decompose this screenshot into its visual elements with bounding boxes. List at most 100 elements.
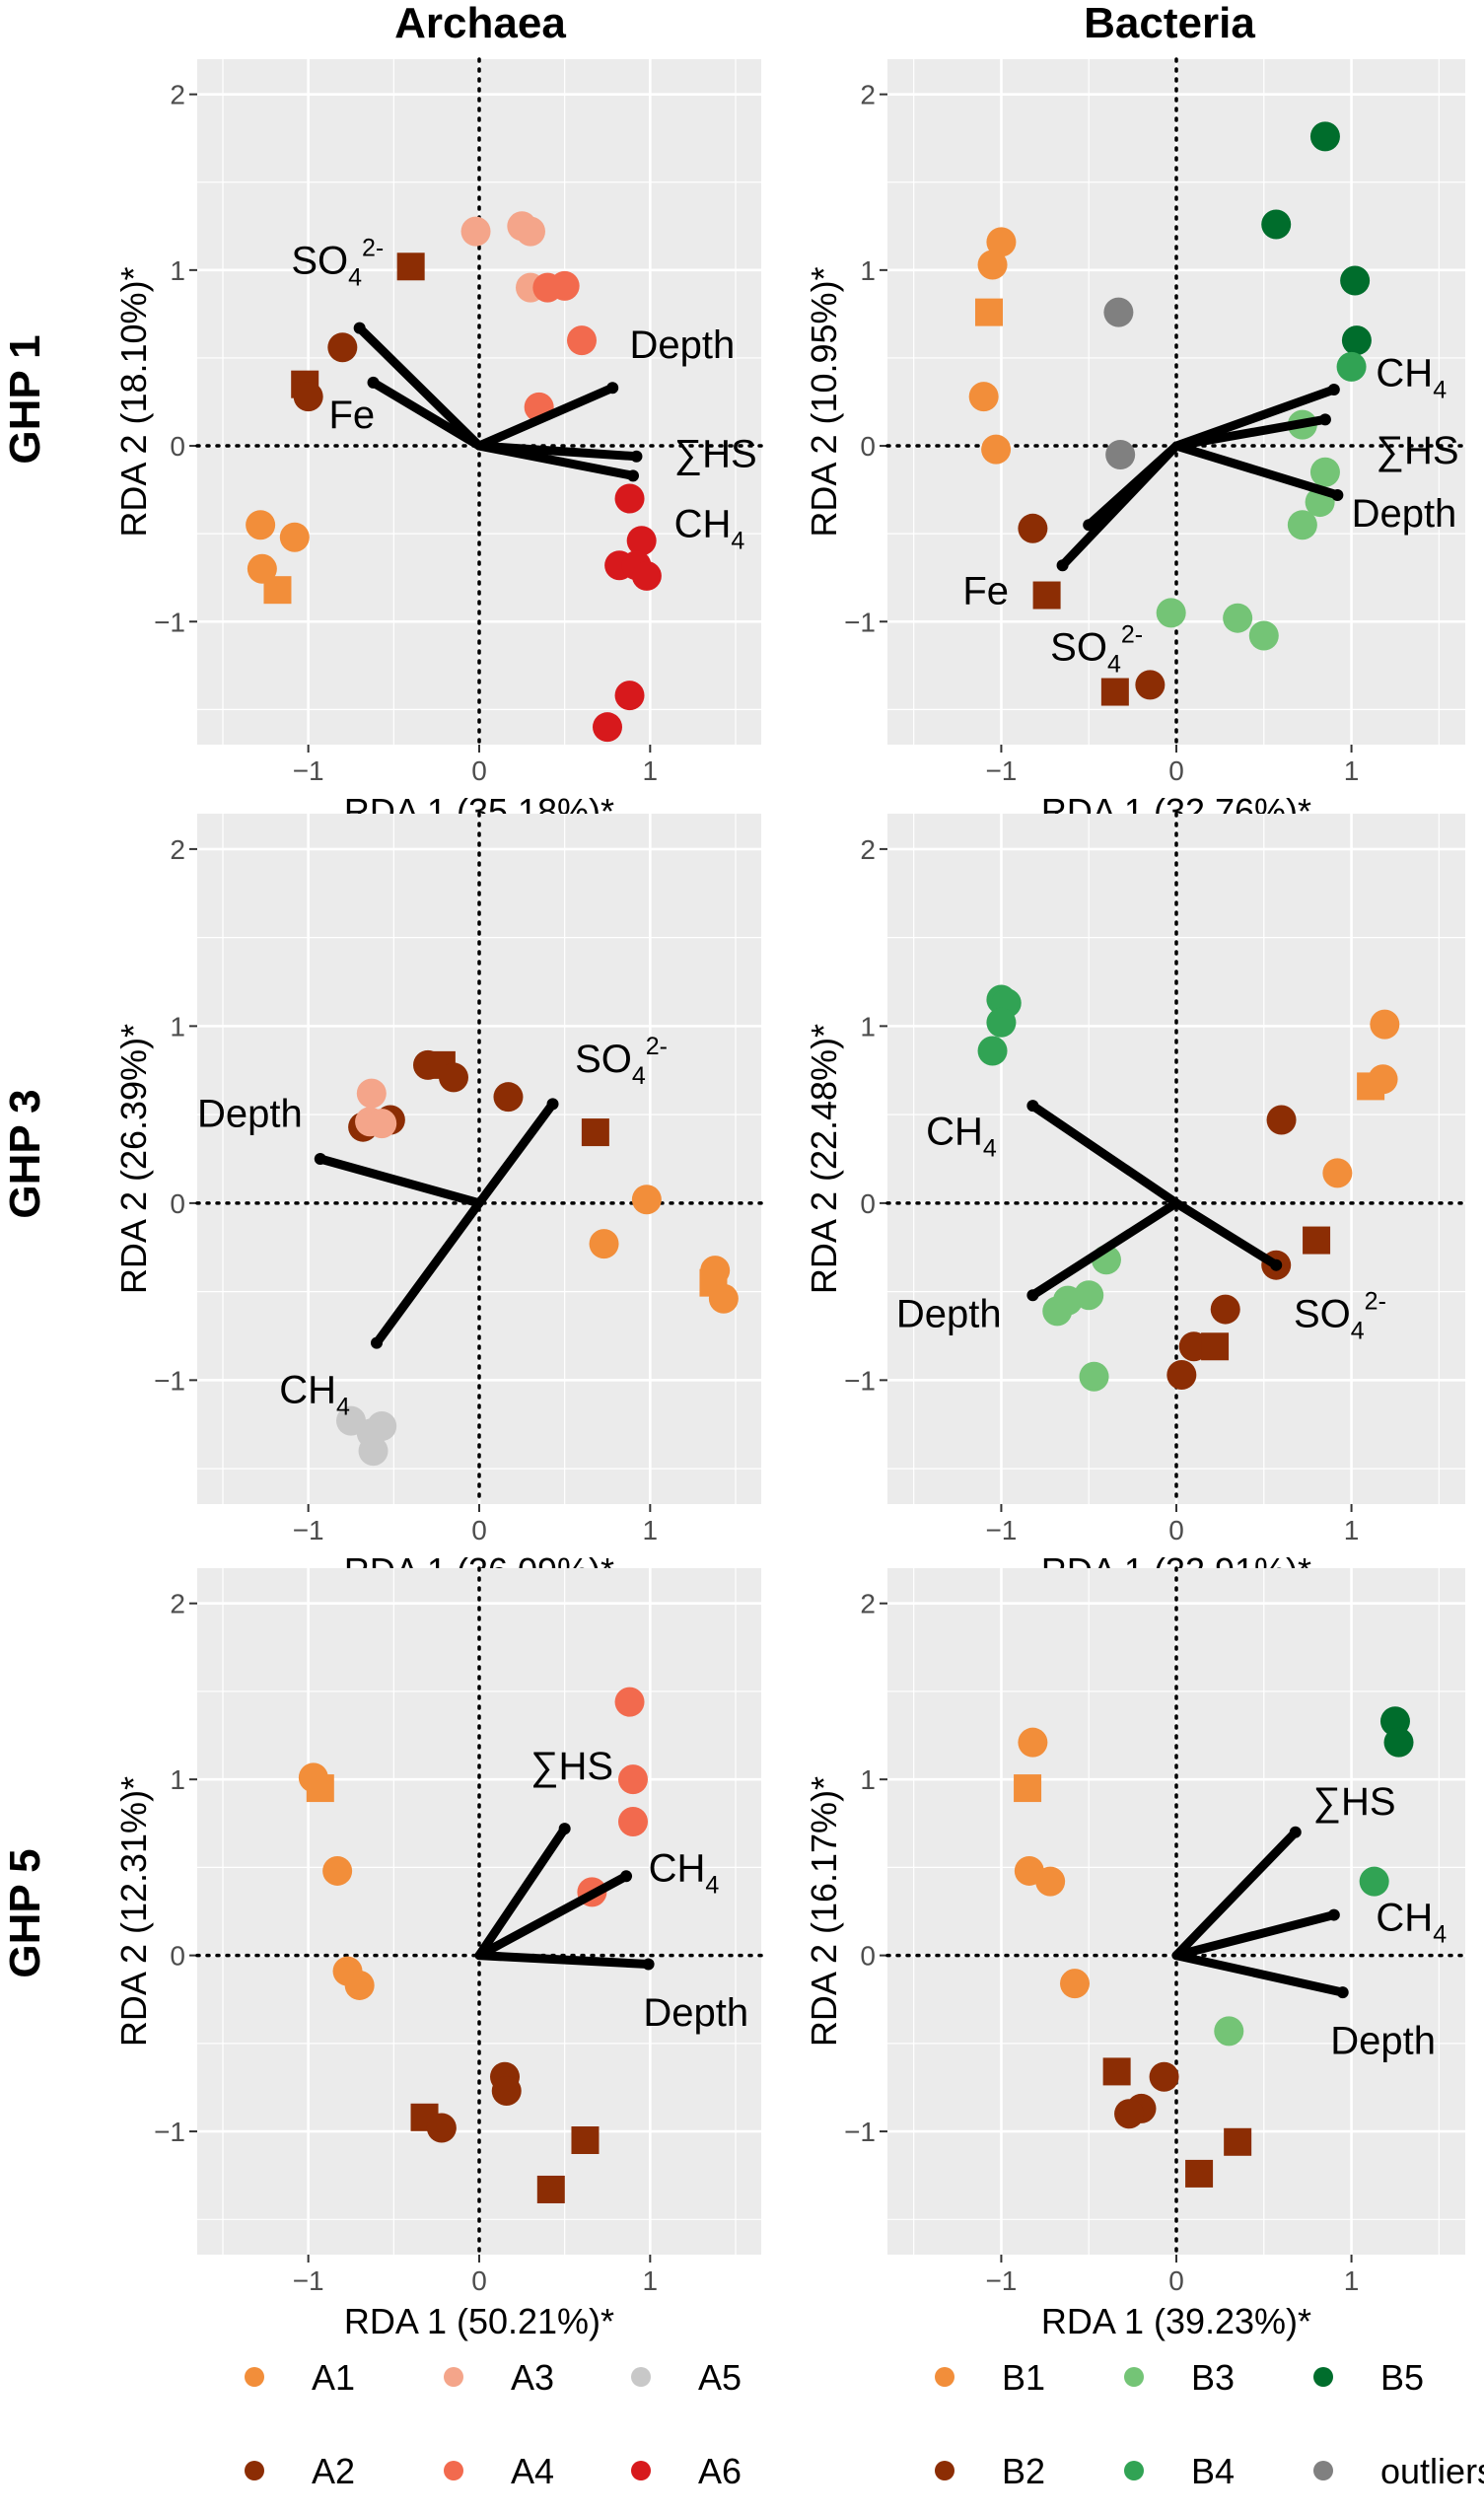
legend-key-A2 [245, 2461, 264, 2480]
vector-label: CH4 [926, 1111, 997, 1163]
legend-label-outliers: outliers [1380, 2451, 1484, 2491]
point-B4 [977, 1036, 1008, 1066]
point-B1 [1322, 1158, 1353, 1188]
vector-label: SO42- [1050, 620, 1143, 678]
point-B2-square [1224, 2127, 1252, 2156]
point-A6 [593, 712, 622, 743]
vector-label: CH4 [649, 1847, 720, 1900]
point-A5 [358, 1436, 389, 1467]
y-tick-label: 2 [170, 1589, 185, 1619]
y-axis-label: RDA 2 (10.95%)* [804, 266, 844, 537]
env-vector-tip [1083, 519, 1095, 532]
vector-label: ∑HS [674, 432, 757, 475]
y-tick-label: 2 [170, 80, 185, 110]
y-tick-label: −1 [844, 607, 876, 637]
point-A6 [626, 526, 657, 556]
vector-label: Fe [962, 569, 1009, 612]
point-A2-square [396, 252, 425, 281]
vector-label: Depth [197, 1093, 303, 1136]
point-B3 [1214, 2016, 1244, 2047]
legend-key-B4 [1124, 2461, 1144, 2480]
env-vector-tip [1331, 488, 1344, 501]
vector-label: CH4 [674, 503, 745, 555]
point-B3 [1248, 620, 1279, 651]
legend-label-A2: A2 [312, 2451, 355, 2491]
point-A2 [491, 2076, 522, 2107]
y-axis-label: RDA 2 (16.17%)* [804, 1776, 844, 2047]
point-B5 [1261, 209, 1292, 240]
env-vector-tip [546, 1098, 559, 1111]
point-A4 [618, 1806, 648, 1836]
point-B5 [1383, 1727, 1414, 1758]
panel-ghp-5-bacteria: −1 0 1 −1 0 1 2 ∑HS CH4 Depth RDA 1 (39.23%)* RDA 2… [804, 1566, 1467, 2341]
point-B1-square [1014, 1774, 1042, 1803]
y-tick-label: 2 [170, 834, 185, 865]
vector-label: ∑HS [530, 1745, 613, 1788]
point-A6 [631, 560, 662, 591]
vector-label: SO42- [291, 234, 384, 291]
y-tick-label: 0 [170, 431, 185, 462]
env-vector [1084, 441, 1181, 530]
vector-label: SO42- [1294, 1288, 1386, 1345]
column-title-archaea: Archaea [394, 0, 566, 47]
y-axis-label: RDA 2 (12.31%)* [113, 1776, 154, 2047]
x-axis-label: RDA 1 (50.21%)* [344, 2301, 614, 2341]
point-B4 [1359, 1866, 1389, 1897]
point-outliers [1105, 439, 1136, 469]
point-B2-square [1100, 678, 1129, 706]
legend-label-A1: A1 [312, 2357, 355, 2398]
legend-key-B5 [1313, 2367, 1333, 2387]
legend-label-A3: A3 [511, 2357, 554, 2398]
x-tick-label: −1 [293, 755, 324, 786]
point-A4 [614, 1687, 645, 1717]
column-title-bacteria: Bacteria [1084, 0, 1255, 47]
y-tick-label: −1 [844, 2117, 876, 2147]
env-vector [1171, 1910, 1339, 1961]
vector-label: Depth [630, 323, 736, 367]
y-tick-label: −1 [844, 1365, 876, 1396]
legend-key-A3 [444, 2367, 463, 2387]
point-A1 [322, 1855, 353, 1886]
point-A3 [356, 1078, 387, 1109]
y-tick-label: −1 [154, 2117, 185, 2147]
x-tick-label: 1 [1344, 755, 1360, 786]
env-vector [474, 383, 617, 451]
legend-key-B2 [935, 2461, 954, 2480]
point-A1 [246, 510, 276, 540]
point-B1 [1018, 1727, 1048, 1758]
point-A3 [460, 216, 491, 247]
legend-label-A5: A5 [698, 2357, 742, 2398]
vector-label: Depth [643, 1991, 748, 2035]
y-tick-label: 2 [860, 834, 876, 865]
legend-key-A6 [631, 2461, 651, 2480]
point-A1 [279, 522, 310, 552]
point-B2 [1114, 2099, 1145, 2129]
point-outliers [1103, 297, 1134, 327]
point-B4 [1336, 351, 1367, 382]
y-tick-label: 2 [860, 80, 876, 110]
point-B2-square [1032, 581, 1061, 610]
legend-label-A4: A4 [511, 2451, 554, 2491]
env-vector-tip [1327, 384, 1340, 396]
y-tick-label: 1 [170, 255, 185, 286]
point-A2-square [536, 2175, 565, 2203]
point-A1 [631, 1185, 662, 1215]
point-B4 [986, 1007, 1017, 1038]
y-tick-label: 0 [860, 431, 876, 462]
point-A2 [327, 332, 358, 363]
point-A1-square [306, 1774, 334, 1803]
legend-key-A5 [631, 2367, 651, 2387]
vector-label: Depth [1330, 2020, 1436, 2063]
env-vector [1171, 1198, 1281, 1270]
point-B2 [1018, 513, 1048, 543]
env-vector [1027, 1101, 1181, 1208]
env-vector-tip [620, 1870, 633, 1883]
point-A2-square [571, 2126, 600, 2154]
x-axis-label: RDA 1 (39.23%)* [1041, 2301, 1311, 2341]
point-B2 [1166, 1359, 1197, 1390]
x-tick-label: 0 [1168, 1515, 1184, 1545]
env-vector-tip [371, 1336, 383, 1349]
